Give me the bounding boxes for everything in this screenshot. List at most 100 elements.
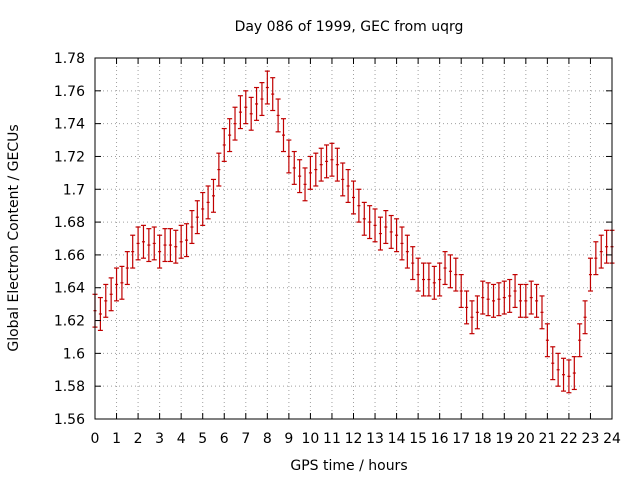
data-point xyxy=(146,228,152,263)
data-point xyxy=(544,323,550,358)
data-point xyxy=(582,300,588,335)
x-tick-label: 22 xyxy=(560,431,578,447)
data-point xyxy=(496,282,502,317)
data-point xyxy=(243,90,249,125)
y-tick-label: 1.76 xyxy=(54,84,85,100)
data-point xyxy=(550,346,556,381)
data-point xyxy=(227,118,233,153)
data-point xyxy=(491,283,497,318)
x-tick-label: 15 xyxy=(409,431,427,447)
data-point xyxy=(604,229,610,264)
x-tick-label: 14 xyxy=(388,431,406,447)
data-point xyxy=(474,295,480,330)
data-point xyxy=(415,257,421,292)
x-tick-label: 6 xyxy=(220,431,229,447)
data-point xyxy=(571,356,577,391)
data-point xyxy=(178,224,184,259)
data-point xyxy=(442,251,448,286)
data-point xyxy=(114,267,120,302)
data-point xyxy=(157,234,163,269)
x-tick-label: 21 xyxy=(538,431,556,447)
data-point xyxy=(361,201,367,236)
data-point xyxy=(561,357,567,392)
data-point xyxy=(485,282,491,317)
data-point xyxy=(205,185,211,220)
data-point xyxy=(318,147,324,182)
data-point xyxy=(248,96,254,131)
data-point xyxy=(210,178,216,213)
x-tick-label: 8 xyxy=(263,431,272,447)
data-point xyxy=(356,188,362,223)
data-point xyxy=(421,262,427,297)
data-point xyxy=(119,265,125,300)
data-point xyxy=(280,118,286,153)
data-point xyxy=(534,283,540,318)
x-tick-label: 18 xyxy=(474,431,492,447)
data-point xyxy=(394,218,400,253)
data-point xyxy=(140,224,146,259)
y-tick-label: 1.6 xyxy=(63,346,85,362)
data-point xyxy=(307,155,313,190)
data-point xyxy=(437,262,443,297)
data-point xyxy=(469,300,475,335)
data-point xyxy=(431,265,437,300)
y-tick-label: 1.58 xyxy=(54,379,85,395)
x-tick-label: 7 xyxy=(241,431,250,447)
y-tick-label: 1.56 xyxy=(54,412,85,428)
data-point xyxy=(512,274,518,309)
y-axis-label: Global Electron Content / GECUs xyxy=(6,124,22,351)
y-tick-label: 1.7 xyxy=(63,182,85,198)
data-point xyxy=(329,142,335,177)
data-point xyxy=(458,274,464,309)
x-tick-label: 0 xyxy=(91,431,100,447)
y-tick-label: 1.72 xyxy=(54,149,85,165)
data-point xyxy=(286,139,292,174)
data-point xyxy=(275,98,281,133)
data-point xyxy=(302,167,308,202)
data-point xyxy=(598,234,604,269)
x-axis-label: GPS time / hours xyxy=(290,458,407,474)
data-point xyxy=(345,168,351,203)
data-point xyxy=(254,86,260,121)
error-bars xyxy=(92,70,615,394)
data-point xyxy=(528,280,534,315)
tick-labels: 0 1 2 3 4 5 6 7 8 9 10 11 12 13 14 15 16 17 18 19 20 21 22 23 24… xyxy=(54,51,621,447)
data-point xyxy=(426,262,432,297)
x-tick-label: 1 xyxy=(112,431,121,447)
data-point xyxy=(340,162,346,197)
data-point xyxy=(383,210,389,245)
data-point xyxy=(130,234,136,269)
data-point xyxy=(539,295,545,330)
x-tick-label: 17 xyxy=(452,431,470,447)
data-point xyxy=(291,150,297,185)
x-tick-label: 4 xyxy=(177,431,186,447)
data-point xyxy=(464,290,470,325)
data-point xyxy=(367,205,373,240)
data-point xyxy=(103,283,109,318)
y-tick-label: 1.62 xyxy=(54,314,85,330)
x-tick-label: 10 xyxy=(302,431,320,447)
data-point xyxy=(507,278,513,313)
axis-ticks xyxy=(94,57,613,420)
data-point xyxy=(555,352,561,387)
x-tick-label: 13 xyxy=(366,431,384,447)
data-point xyxy=(194,200,200,235)
x-tick-label: 16 xyxy=(431,431,449,447)
x-tick-label: 3 xyxy=(155,431,164,447)
data-point xyxy=(264,70,270,105)
data-point xyxy=(167,228,173,263)
data-point xyxy=(221,127,227,162)
data-point xyxy=(200,191,206,226)
y-tick-label: 1.66 xyxy=(54,248,85,264)
data-point xyxy=(351,180,356,215)
y-tick-label: 1.74 xyxy=(54,117,85,133)
data-point xyxy=(372,208,378,243)
data-point xyxy=(151,226,157,261)
data-point xyxy=(501,280,507,315)
data-point xyxy=(184,223,190,258)
data-point xyxy=(334,147,340,182)
x-tick-label: 9 xyxy=(284,431,293,447)
x-tick-label: 2 xyxy=(134,431,143,447)
data-point xyxy=(399,226,405,261)
data-point xyxy=(270,77,276,112)
